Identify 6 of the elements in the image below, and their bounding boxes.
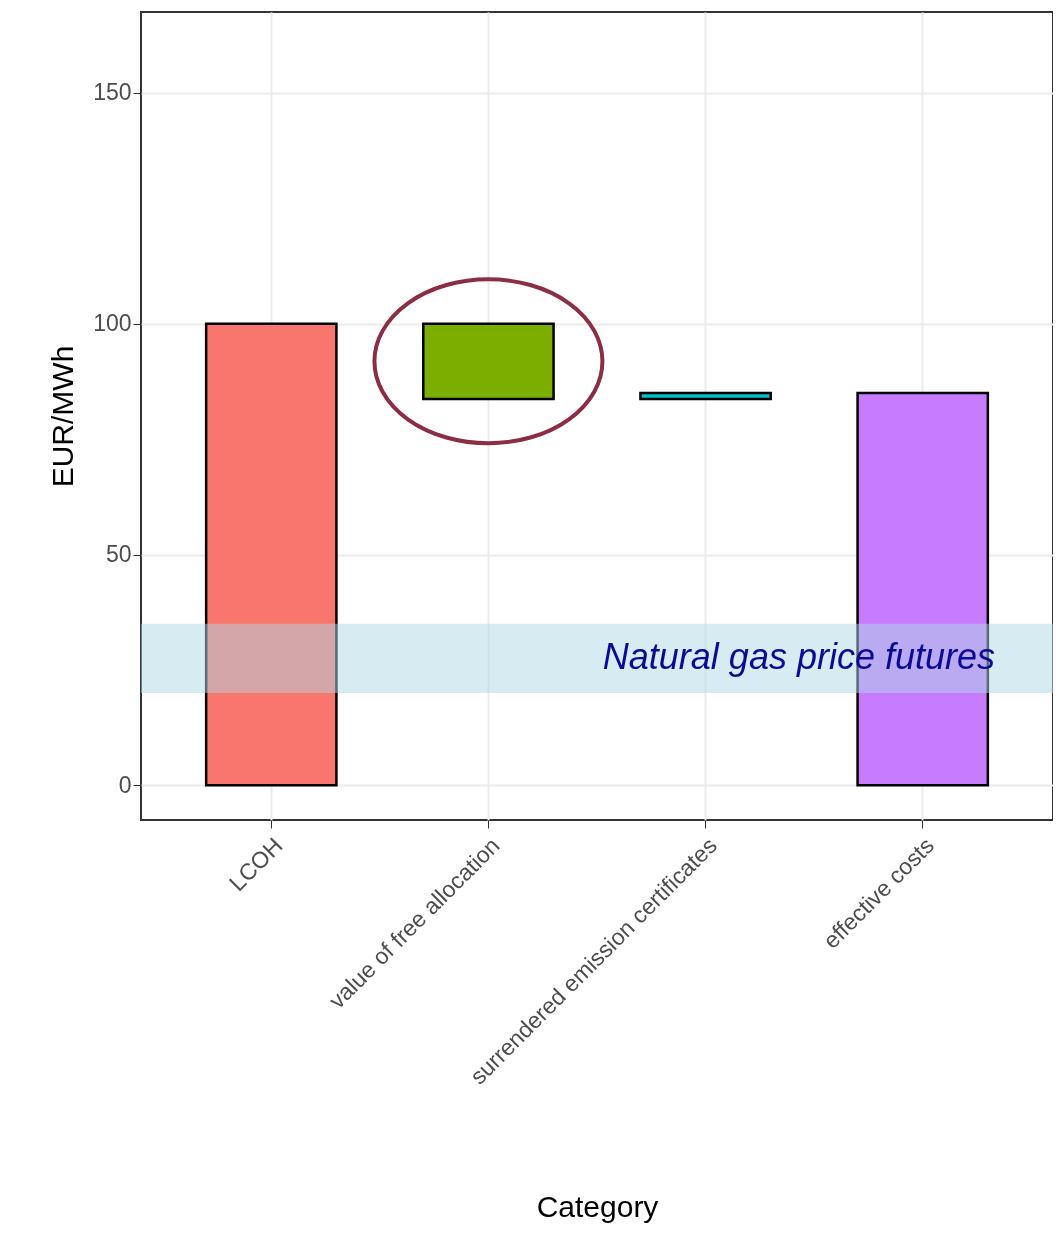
y-tick-label: 100 — [93, 310, 132, 337]
y-tick-label: 150 — [93, 79, 132, 106]
y-axis-title: EUR/MWh — [46, 345, 80, 488]
y-tick-label: 50 — [105, 541, 132, 568]
y-tick-label: 0 — [118, 771, 132, 798]
x-axis-title: Category — [536, 1189, 659, 1223]
